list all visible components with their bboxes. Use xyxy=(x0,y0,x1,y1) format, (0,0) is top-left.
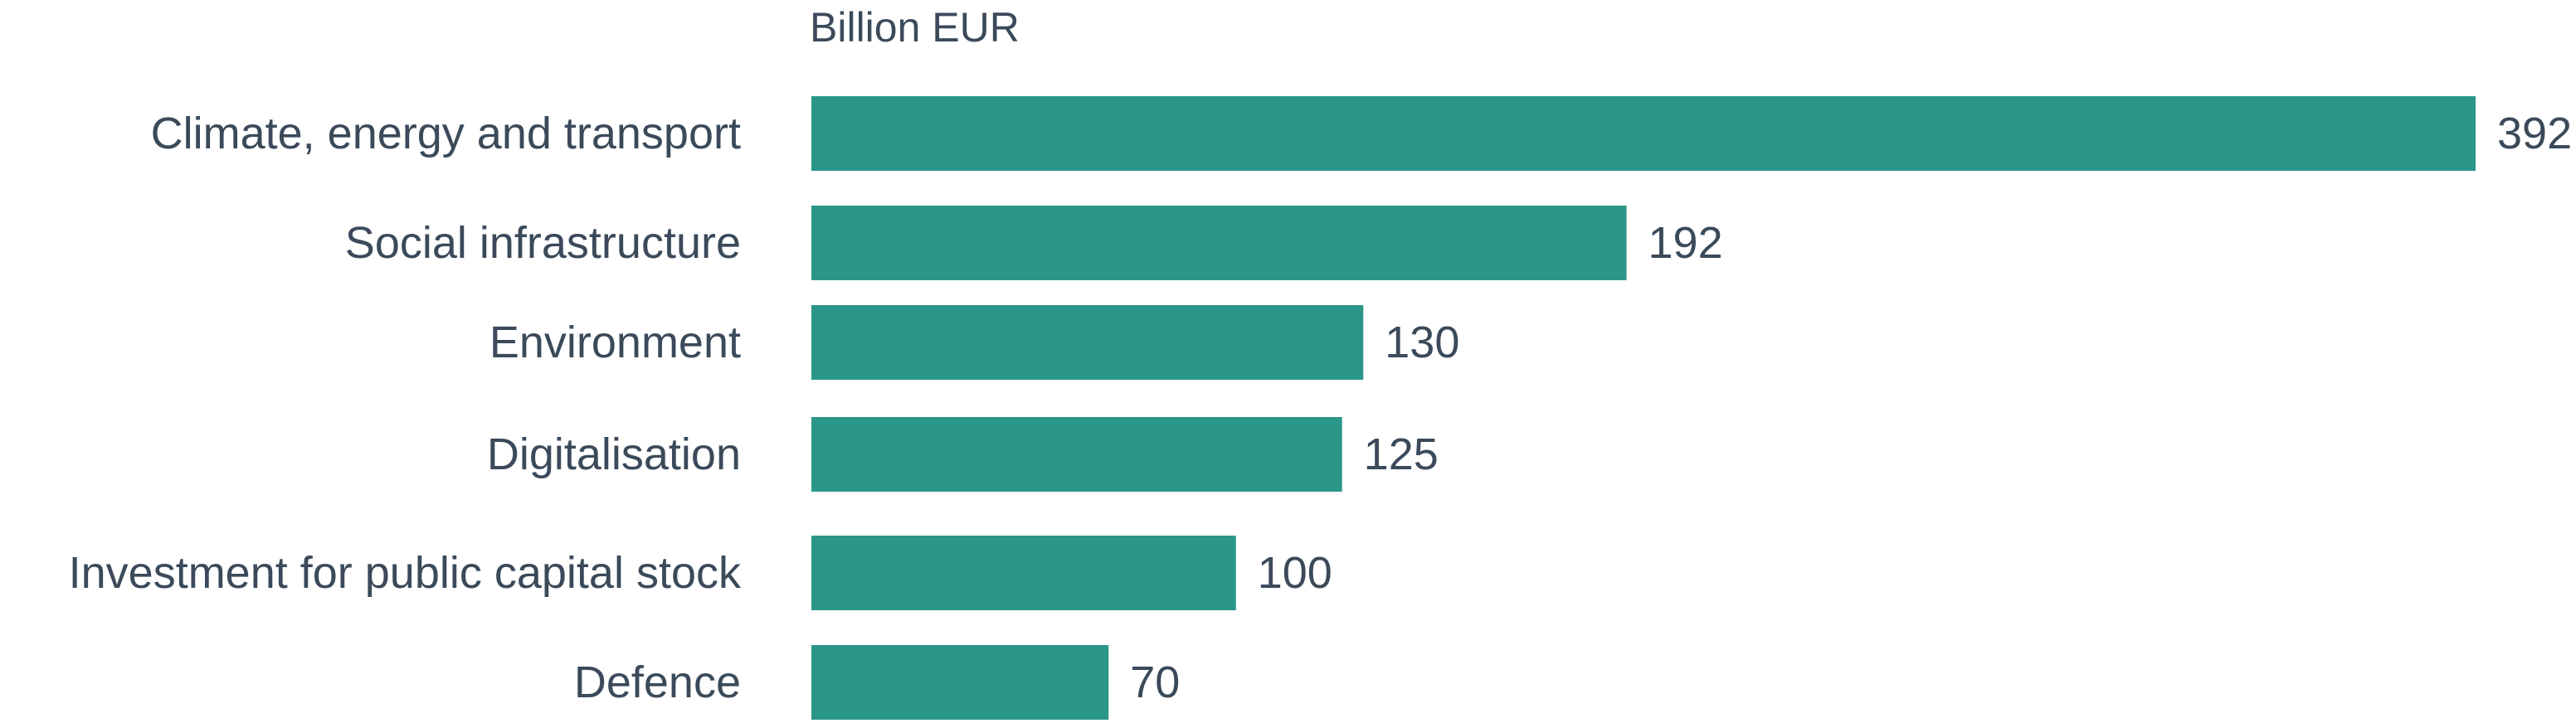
value-label-1: 192 xyxy=(1648,218,1723,268)
bar-3 xyxy=(811,417,1342,492)
category-label-1: Social infrastructure xyxy=(345,218,741,268)
value-label-4: 100 xyxy=(1258,548,1332,598)
bar-1 xyxy=(811,206,1627,280)
bar-4 xyxy=(811,536,1236,610)
bar-5 xyxy=(811,645,1109,720)
bar-0 xyxy=(811,96,2476,171)
value-label-0: 392 xyxy=(2497,109,2572,158)
category-label-5: Defence xyxy=(574,657,741,707)
category-label-4: Investment for public capital stock xyxy=(69,548,742,598)
category-label-0: Climate, energy and transport xyxy=(151,109,741,158)
bar-2 xyxy=(811,305,1364,380)
bars-group: Climate, energy and transport 392 Social i… xyxy=(69,96,2572,720)
value-label-3: 125 xyxy=(1364,429,1439,479)
unit-label: Billion EUR xyxy=(810,4,1020,51)
value-label-2: 130 xyxy=(1385,318,1459,367)
category-label-2: Environment xyxy=(489,318,741,367)
category-label-3: Digitalisation xyxy=(487,429,741,479)
value-label-5: 70 xyxy=(1130,657,1180,707)
